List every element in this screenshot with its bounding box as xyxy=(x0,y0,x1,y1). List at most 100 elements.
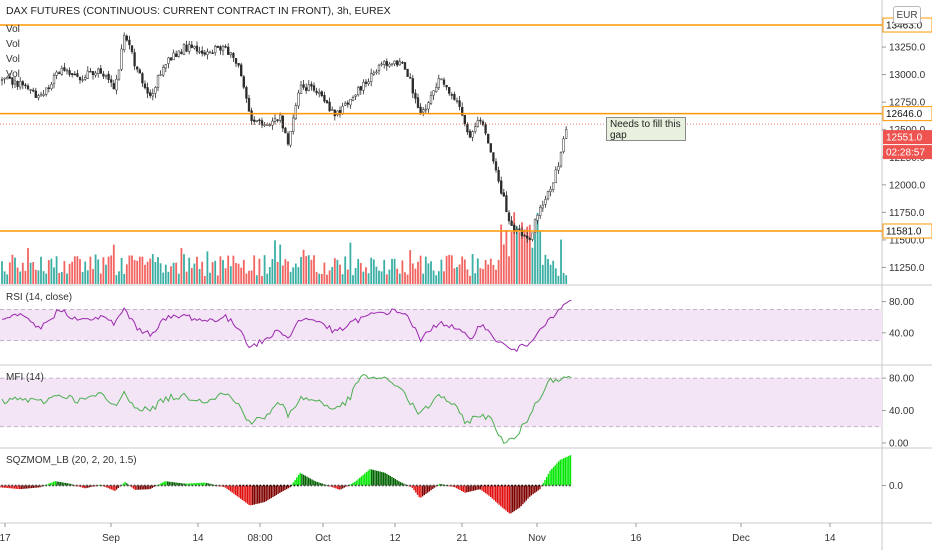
candle-body xyxy=(409,77,412,79)
volume-bar xyxy=(331,266,334,284)
momentum-bar xyxy=(321,483,323,486)
momentum-bar xyxy=(474,485,476,491)
momentum-bar xyxy=(39,485,41,488)
candle-body xyxy=(445,84,448,88)
volume-bar xyxy=(391,258,393,284)
volume-label[interactable]: Vol xyxy=(6,39,20,50)
volume-bar xyxy=(136,260,139,284)
candle-body xyxy=(281,115,284,129)
volume-bar xyxy=(404,272,406,284)
volume-bar xyxy=(336,259,339,284)
momentum-bar xyxy=(556,463,558,486)
volume-bar xyxy=(248,270,250,284)
momentum-bar xyxy=(24,485,26,489)
momentum-bar xyxy=(472,485,475,491)
volume-bar xyxy=(203,275,206,284)
momentum-bar xyxy=(522,485,524,505)
candle-body xyxy=(526,235,529,239)
candle-body xyxy=(268,124,271,126)
momentum-bar xyxy=(411,485,414,488)
momentum-bar xyxy=(22,485,24,489)
volume-bar xyxy=(229,266,232,284)
momentum-bar xyxy=(478,485,480,490)
momentum-bar xyxy=(534,485,536,493)
candle-body xyxy=(349,99,352,106)
volume-bar xyxy=(271,259,274,284)
momentum-bar xyxy=(105,485,108,488)
momentum-bar xyxy=(270,485,272,499)
candle-body xyxy=(115,78,118,91)
volume-bar xyxy=(138,256,141,284)
squeeze-dot xyxy=(361,484,364,487)
volume-bar xyxy=(315,271,318,284)
panel-title: RSI (14, close) xyxy=(6,292,72,303)
axes: 13250.013000.012750.012500.012250.012000… xyxy=(0,43,926,544)
x-tick-label: 14 xyxy=(824,533,836,544)
momentum-bar xyxy=(253,485,255,505)
candle-body xyxy=(188,44,191,52)
volume-bar xyxy=(544,254,547,284)
candle-body xyxy=(224,46,227,48)
squeeze-dot xyxy=(433,484,435,487)
momentum-bar xyxy=(551,468,553,486)
y-tick-label: 80.00 xyxy=(889,297,914,308)
momentum-bar xyxy=(382,472,385,486)
level-price-tag xyxy=(882,223,932,239)
candle-body xyxy=(429,94,433,104)
candle-body xyxy=(279,114,282,121)
volume-bar xyxy=(521,222,523,284)
volume-bar xyxy=(71,261,74,284)
volume-bar xyxy=(118,271,120,284)
candle-body xyxy=(474,126,477,132)
candle-body xyxy=(437,78,440,88)
squeeze-dot xyxy=(52,484,54,487)
candle-body xyxy=(370,73,373,82)
volume-label[interactable]: Vol xyxy=(6,24,20,35)
candle-body xyxy=(175,53,178,57)
volume-label[interactable]: Vol xyxy=(6,54,20,65)
volume-bar xyxy=(339,264,341,284)
squeeze-dot xyxy=(35,484,37,487)
momentum-bar xyxy=(217,485,220,487)
candle-body xyxy=(128,39,131,46)
volume-bar xyxy=(89,256,92,284)
squeeze-dot xyxy=(286,484,289,487)
volume-bar xyxy=(6,274,9,284)
currency-button[interactable]: EUR xyxy=(893,6,921,24)
volume-bar xyxy=(170,266,172,284)
squeeze-dot xyxy=(82,484,85,487)
volume-bar xyxy=(1,261,3,284)
horizontal-levels[interactable] xyxy=(0,24,882,232)
momentum-bar xyxy=(408,485,410,487)
squeeze-dot xyxy=(297,484,299,487)
momentum-bar xyxy=(80,485,82,488)
momentum-bar xyxy=(423,485,425,496)
volume-label[interactable]: Vol xyxy=(6,69,20,80)
momentum-bar xyxy=(331,485,334,488)
momentum-bar xyxy=(466,485,468,493)
momentum-bar xyxy=(491,485,493,499)
candle-body xyxy=(242,76,245,88)
momentum-bar xyxy=(455,485,458,489)
momentum-bar xyxy=(326,485,329,487)
momentum-bar xyxy=(274,485,276,497)
candle-body xyxy=(325,100,329,104)
squeeze-dot xyxy=(218,484,221,487)
momentum-bar xyxy=(68,483,70,486)
momentum-bar xyxy=(357,479,359,486)
volume-bar xyxy=(443,271,445,284)
text-annotation[interactable]: Needs to fill this gap xyxy=(606,117,686,141)
candle-body xyxy=(448,87,451,94)
volume-bar xyxy=(349,242,352,284)
y-tick-label: 40.00 xyxy=(889,406,914,417)
momentum-bar xyxy=(539,485,541,490)
volume-bar xyxy=(518,232,521,284)
squeeze-dot xyxy=(273,484,275,487)
candle-body xyxy=(146,87,149,94)
squeeze-dot xyxy=(252,484,255,487)
squeeze-dot xyxy=(518,484,520,487)
candle-body xyxy=(78,76,82,81)
volume-bar xyxy=(222,260,224,284)
candle-body xyxy=(260,120,264,126)
